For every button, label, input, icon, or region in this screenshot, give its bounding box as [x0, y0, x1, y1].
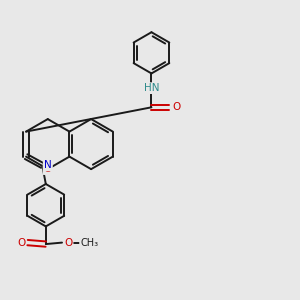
Text: CH₃: CH₃ — [80, 238, 98, 248]
Text: O: O — [44, 164, 52, 174]
Text: O: O — [17, 238, 25, 248]
Text: O: O — [172, 102, 181, 112]
Text: O: O — [64, 238, 73, 248]
Text: N: N — [44, 160, 52, 170]
Text: HN: HN — [144, 83, 159, 93]
